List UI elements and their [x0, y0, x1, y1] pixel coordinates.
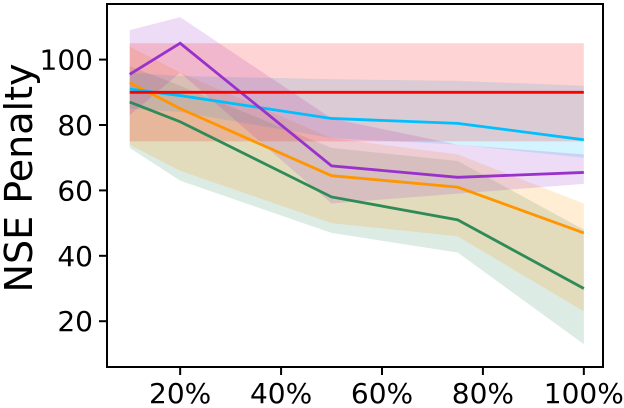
y-tick-label: 80 — [57, 109, 93, 142]
x-tick-label: 20% — [149, 377, 211, 408]
plot-border — [106, 3, 604, 368]
y-tick-label: 100 — [40, 44, 93, 77]
confidence-bands-layer — [129, 17, 584, 345]
purple-series-line — [128, 41, 584, 179]
green-series-line — [129, 100, 585, 290]
y-tick-label: 20 — [57, 305, 93, 338]
y-tick-label: 60 — [57, 174, 93, 207]
purple-series-confidence-band — [129, 17, 584, 204]
x-tick-label: 40% — [250, 377, 312, 408]
y-axis-ticks: 20 40 60 80 100 — [40, 44, 107, 338]
orange-series-line — [129, 81, 585, 235]
x-axis-ticks: 20% 40% 60% 80% 100% — [149, 367, 624, 408]
series-lines-layer — [128, 41, 585, 290]
y-tick-label: 40 — [57, 240, 93, 273]
x-tick-label: 80% — [452, 377, 514, 408]
y-axis-label: NSE Penalty — [0, 64, 41, 293]
x-tick-label: 100% — [544, 377, 624, 408]
x-tick-label: 60% — [351, 377, 413, 408]
